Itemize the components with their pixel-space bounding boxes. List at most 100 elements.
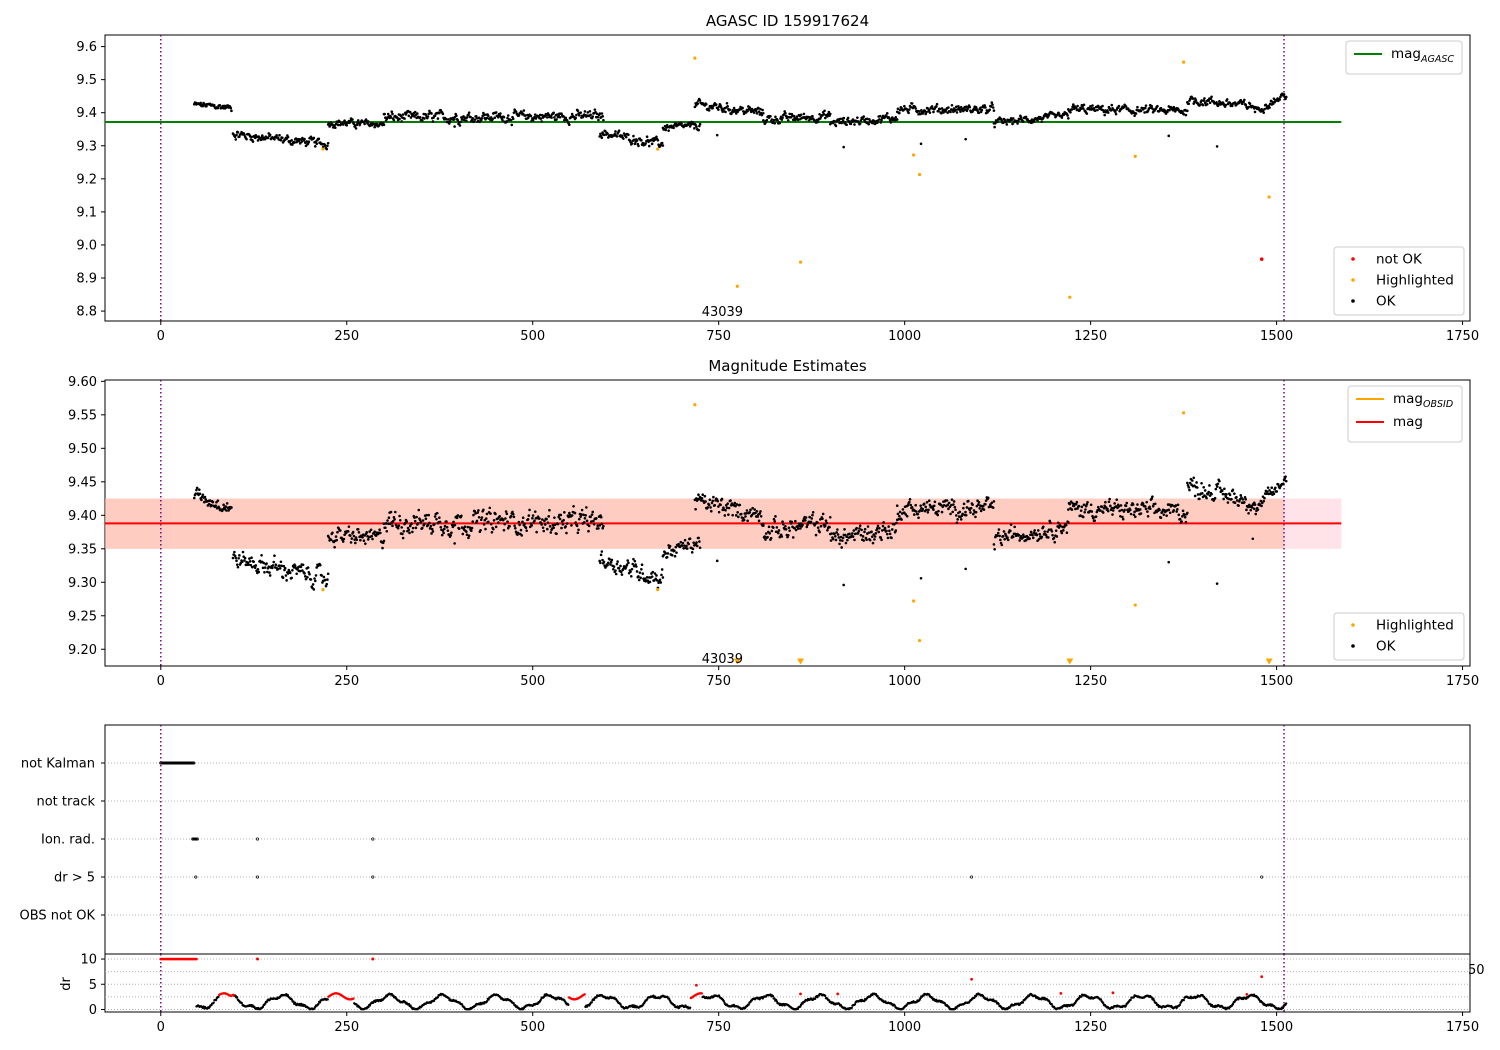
ok-point (613, 132, 617, 136)
ok-point (1168, 108, 1171, 112)
ok-point (903, 104, 906, 108)
ok-point (796, 118, 800, 122)
ok-point (382, 539, 386, 543)
ok-point (523, 522, 526, 525)
ok-point (935, 102, 939, 106)
ok-point (438, 516, 441, 519)
ok-point (833, 534, 837, 538)
ok-point (1284, 475, 1287, 478)
ok-point (324, 144, 327, 147)
ok-point (1216, 104, 1220, 108)
ok-point (716, 499, 719, 503)
ok-point (1138, 508, 1142, 511)
ok-point (1108, 497, 1111, 501)
ok-point (964, 137, 967, 141)
ok-point (696, 102, 700, 105)
ok-point (919, 142, 923, 146)
ok-point (577, 528, 580, 532)
ok-point (320, 574, 324, 577)
ok-point (514, 530, 518, 534)
dr-red-point (1059, 991, 1063, 995)
ok-point (890, 536, 893, 540)
ok-point (940, 503, 943, 507)
ok-point (823, 116, 827, 120)
ok-point (745, 509, 749, 512)
y-tick-label: 9.25 (68, 609, 97, 624)
ok-point (728, 108, 732, 112)
ok-point (592, 519, 595, 523)
ok-point (371, 537, 374, 541)
ok-point (1006, 536, 1009, 539)
ok-point (1243, 500, 1246, 504)
x-tick-label: 0 (157, 329, 165, 344)
ok-point (1203, 489, 1207, 492)
ok-point (1186, 481, 1189, 485)
ok-point (876, 524, 880, 528)
dr-point (1152, 999, 1156, 1002)
ok-point (336, 123, 340, 127)
ok-point (1282, 482, 1285, 486)
ok-point (1268, 106, 1271, 109)
ok-point (831, 537, 835, 541)
ok-point (885, 532, 889, 536)
ok-point (266, 136, 270, 140)
dr-point (290, 998, 293, 1001)
ok-point (555, 118, 558, 121)
ok-point (230, 506, 233, 509)
ok-point (552, 526, 555, 529)
ok-point (685, 544, 688, 548)
ok-point (637, 578, 641, 582)
flag-point (194, 875, 198, 879)
ok-point (784, 111, 787, 115)
ok-point (940, 107, 944, 110)
ok-point (978, 507, 981, 510)
ok-point (1233, 492, 1236, 496)
ok-point (533, 519, 536, 523)
ok-point (261, 134, 264, 137)
ok-point (890, 528, 894, 531)
ok-point (443, 524, 447, 528)
ok-point (492, 527, 495, 531)
ok-point (1260, 501, 1264, 505)
ok-point (778, 121, 782, 125)
ok-point (480, 516, 484, 519)
ok-point (996, 531, 1000, 535)
ok-point (838, 538, 842, 542)
ok-point (598, 524, 602, 527)
ok-point (484, 517, 488, 520)
ok-point (729, 499, 732, 502)
ok-point (670, 553, 674, 557)
ok-point (591, 510, 595, 514)
ok-point (1091, 516, 1095, 520)
legend-marker (1351, 299, 1355, 303)
ok-point (342, 537, 346, 541)
ok-point (836, 533, 840, 536)
ok-point (655, 135, 658, 139)
highlighted-point (1182, 60, 1186, 64)
ok-point (1031, 536, 1035, 540)
ok-point (345, 123, 349, 127)
ok-point (635, 565, 638, 568)
ok-point (761, 108, 764, 112)
ok-point (1115, 108, 1119, 111)
ok-point (385, 529, 389, 533)
ok-point (318, 563, 322, 567)
ok-point (1272, 492, 1276, 496)
ok-point (261, 566, 265, 570)
ok-point (1070, 108, 1074, 111)
ok-point (480, 117, 484, 120)
ok-point (354, 536, 358, 539)
ok-point (681, 541, 685, 545)
ok-point (494, 525, 498, 529)
ok-point (695, 544, 699, 548)
ok-point (614, 130, 617, 133)
ok-point (794, 528, 798, 532)
x-tick-label: 1250 (1074, 674, 1107, 689)
ok-point (375, 122, 379, 126)
ok-point (900, 518, 903, 521)
ok-point (933, 500, 937, 504)
ok-point (1118, 509, 1121, 513)
ok-point (1070, 508, 1074, 511)
ok-point (989, 105, 993, 108)
ok-point (992, 109, 996, 112)
